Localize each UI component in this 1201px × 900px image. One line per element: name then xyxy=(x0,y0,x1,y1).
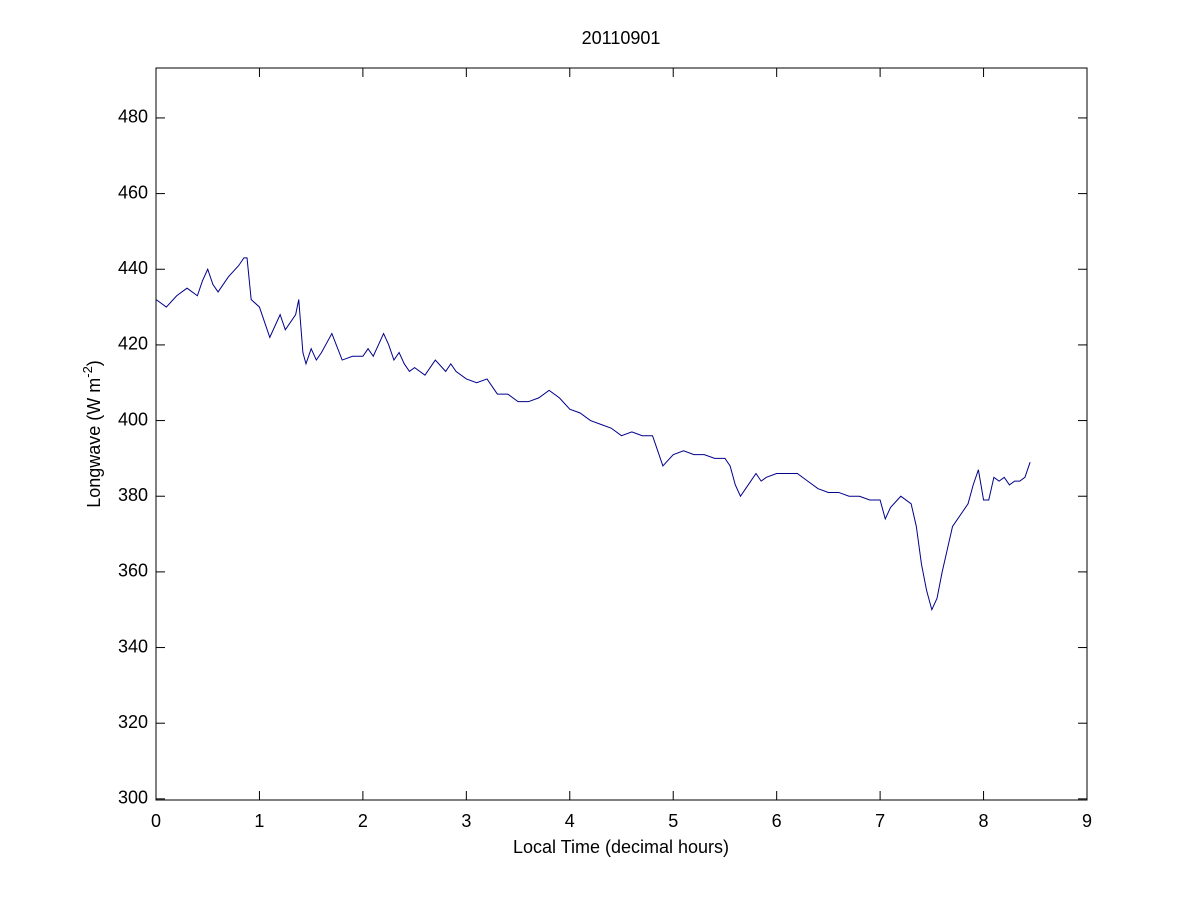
y-tick-label: 320 xyxy=(118,712,148,732)
x-tick-label: 8 xyxy=(979,811,989,831)
y-axis-label-text: Longwave (W m xyxy=(84,378,104,508)
chart-title: 20110901 xyxy=(582,28,661,48)
axes-box xyxy=(155,67,1088,801)
y-tick-label: 340 xyxy=(118,636,148,656)
y-tick-label: 460 xyxy=(118,182,148,202)
y-axis-label-superscript: -2 xyxy=(80,366,95,378)
x-tick-label: 9 xyxy=(1082,811,1092,831)
y-tick-label: 440 xyxy=(118,258,148,278)
x-tick-label: 3 xyxy=(461,811,471,831)
y-tick-label: 300 xyxy=(118,788,148,808)
y-tick-label: 480 xyxy=(118,107,148,127)
y-axis-label: Longwave (W m-2) xyxy=(80,360,104,508)
x-tick-label: 0 xyxy=(151,811,161,831)
x-tick-label: 7 xyxy=(875,811,885,831)
y-tick-label: 420 xyxy=(118,334,148,354)
x-axis-label: Local Time (decimal hours) xyxy=(513,837,729,857)
x-tick-label: 5 xyxy=(668,811,678,831)
y-tick-label: 380 xyxy=(118,485,148,505)
data-line xyxy=(155,257,1031,612)
y-tick-label: 360 xyxy=(118,561,148,581)
x-tick-label: 2 xyxy=(358,811,368,831)
y-tick-label: 400 xyxy=(118,409,148,429)
x-tick-label: 4 xyxy=(565,811,575,831)
y-axis-label-text: ) xyxy=(84,360,104,366)
x-tick-label: 6 xyxy=(772,811,782,831)
x-tick-label: 1 xyxy=(254,811,264,831)
